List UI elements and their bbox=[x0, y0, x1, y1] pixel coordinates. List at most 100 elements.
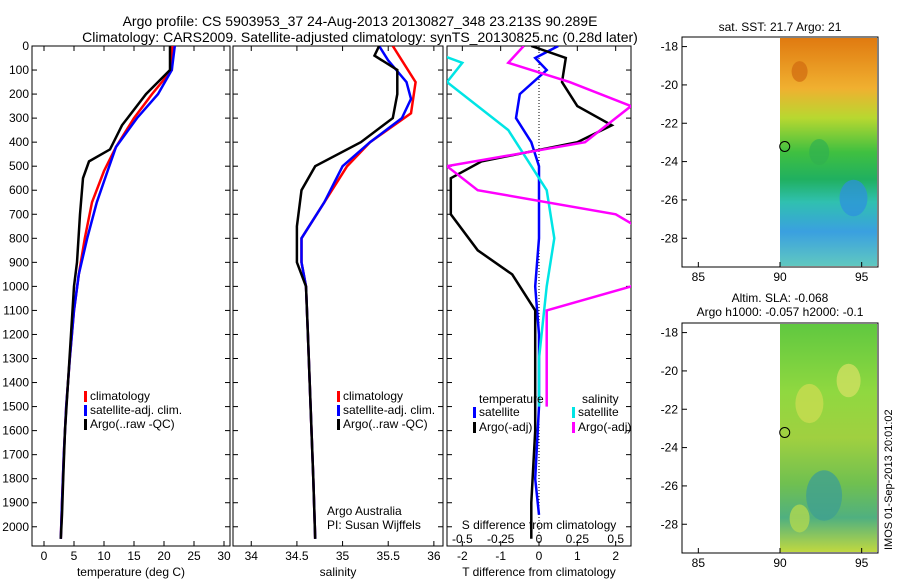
y-tick-label: -24 bbox=[661, 441, 679, 455]
y-tick-label: -26 bbox=[661, 193, 679, 207]
legend-swatch bbox=[337, 391, 340, 402]
s-tick-label: 0 bbox=[536, 532, 543, 546]
legend-label: climatology bbox=[343, 389, 403, 403]
argo-location-marker bbox=[779, 426, 791, 438]
s-axis-label: S difference from climatology bbox=[462, 518, 617, 532]
panel-difference: -2 -1 0 1 2 T difference from climatology -0.5… bbox=[446, 45, 632, 579]
y-tick-label: -18 bbox=[661, 326, 679, 340]
map-blob bbox=[809, 139, 830, 165]
legend-swatch bbox=[337, 405, 340, 416]
x-tick-label: 0 bbox=[41, 549, 48, 563]
y-tick-label: 200 bbox=[9, 87, 29, 101]
legend-title-temperature: temperature bbox=[479, 392, 544, 406]
s-tick-label: 0.25 bbox=[566, 532, 590, 546]
legend-label: satellite bbox=[578, 405, 619, 419]
legend-swatch bbox=[473, 422, 476, 433]
series-argo-raw-qc- bbox=[295, 46, 399, 539]
x-tick-label: 5 bbox=[71, 549, 78, 563]
x-tick-label: 34.5 bbox=[285, 549, 309, 563]
y-tick-label: 1700 bbox=[2, 448, 29, 462]
title-line-1: Argo profile: CS 5903953_37 24-Aug-2013 … bbox=[122, 13, 598, 29]
legend-swatch bbox=[572, 407, 575, 418]
y-tick-label: 1500 bbox=[2, 400, 29, 414]
y-tick-label: 1300 bbox=[2, 352, 29, 366]
legend-label: Argo(..raw -QC) bbox=[90, 417, 175, 431]
legend-label: Argo(-adj) bbox=[578, 420, 631, 434]
panel-sla_map: 85 90 95 -18 -20 -22 -24 -26 -28 Altim. SLA: -0.0… bbox=[661, 291, 879, 570]
y-tick-label: -22 bbox=[661, 116, 679, 130]
legend-label: Argo(..raw -QC) bbox=[343, 417, 428, 431]
y-tick-label: 1600 bbox=[2, 424, 29, 438]
x-tick-label: 35.5 bbox=[377, 549, 401, 563]
y-tick-label: -24 bbox=[661, 155, 679, 169]
legend-label: satellite-adj. clim. bbox=[343, 403, 435, 417]
annotation-text: PI: Susan Wijffels bbox=[327, 518, 421, 532]
panel-temperature: 0100200300400500600700800900100011001200… bbox=[2, 39, 231, 579]
x-tick-label: 90 bbox=[773, 556, 787, 570]
s-tick-label: -0.25 bbox=[487, 532, 515, 546]
map-blob bbox=[806, 470, 843, 521]
y-tick-label: -18 bbox=[661, 40, 679, 54]
x-tick-label: 15 bbox=[127, 549, 141, 563]
x-tick-label: 90 bbox=[773, 270, 787, 284]
x-tick-label: -2 bbox=[457, 549, 468, 563]
x-tick-label: 20 bbox=[157, 549, 171, 563]
annotation-text: Argo Australia bbox=[327, 504, 402, 518]
panel-salinity: 34 34.5 35 35.5 36 salinity climatologysatelli… bbox=[232, 45, 444, 579]
argo-location-marker bbox=[779, 140, 791, 152]
panel-frame bbox=[232, 45, 444, 547]
y-tick-label: -22 bbox=[661, 402, 679, 416]
legend-swatch bbox=[572, 422, 575, 433]
x-tick-label: 85 bbox=[692, 270, 706, 284]
y-tick-label: -28 bbox=[661, 517, 679, 531]
x-tick-label: -1 bbox=[495, 549, 506, 563]
x-tick-label: 34 bbox=[245, 549, 259, 563]
s-tick-label: 0.5 bbox=[607, 532, 624, 546]
series-s-satellite bbox=[447, 55, 556, 407]
y-tick-label: 1800 bbox=[2, 472, 29, 486]
x-tick-label: 2 bbox=[612, 549, 619, 563]
x-axis-label: temperature (deg C) bbox=[77, 565, 185, 579]
x-tick-label: 36 bbox=[427, 549, 441, 563]
y-tick-label: 600 bbox=[9, 183, 29, 197]
y-tick-label: 300 bbox=[9, 111, 29, 125]
x-tick-label: 25 bbox=[187, 549, 201, 563]
series-t-argo-adj- bbox=[449, 46, 615, 539]
x-axis-label: salinity bbox=[320, 565, 357, 579]
y-tick-label: 1200 bbox=[2, 327, 29, 341]
y-tick-label: 400 bbox=[9, 135, 29, 149]
y-tick-label: 1900 bbox=[2, 496, 29, 510]
x-axis-label: T difference from climatology bbox=[462, 565, 616, 579]
timestamp-stamp: IMOS 01-Sep-2013 20:01:02 bbox=[883, 409, 895, 550]
x-tick-label: 10 bbox=[97, 549, 111, 563]
y-tick-label: 500 bbox=[9, 159, 29, 173]
y-tick-label: 1400 bbox=[2, 376, 29, 390]
series-s-argo-adj- bbox=[447, 46, 631, 407]
x-tick-label: 35 bbox=[336, 549, 350, 563]
legend-label: satellite-adj. clim. bbox=[90, 403, 182, 417]
map-title: Altim. SLA: -0.068 bbox=[732, 291, 829, 305]
panel-sst_map: 85 90 95 -18 -20 -22 -24 -26 -28 sat. SST: 21.7 A… bbox=[661, 20, 879, 284]
legend-swatch bbox=[337, 419, 340, 430]
title-line-2: Climatology: CARS2009. Satellite-adjuste… bbox=[82, 29, 638, 45]
map-title: Argo h1000: -0.057 h2000: -0.1 bbox=[697, 305, 864, 319]
y-tick-label: 100 bbox=[9, 63, 29, 77]
legend-label: satellite bbox=[479, 405, 520, 419]
y-tick-label: 1000 bbox=[2, 279, 29, 293]
s-tick-label: -0.5 bbox=[452, 532, 473, 546]
legend-label: Argo(-adj) bbox=[479, 420, 532, 434]
y-tick-label: 0 bbox=[22, 39, 29, 53]
x-tick-label: 1 bbox=[574, 549, 581, 563]
x-tick-label: 30 bbox=[217, 549, 231, 563]
legend-swatch bbox=[84, 405, 87, 416]
x-tick-label: 0 bbox=[536, 549, 543, 563]
y-tick-label: 800 bbox=[9, 231, 29, 245]
map-blob bbox=[839, 179, 868, 217]
y-tick-label: 900 bbox=[9, 255, 29, 269]
y-tick-label: 1100 bbox=[3, 303, 29, 317]
y-tick-label: 700 bbox=[9, 207, 29, 221]
series-argo-raw-qc- bbox=[59, 46, 172, 539]
y-tick-label: 2000 bbox=[2, 520, 29, 534]
y-tick-label: -26 bbox=[661, 479, 679, 493]
